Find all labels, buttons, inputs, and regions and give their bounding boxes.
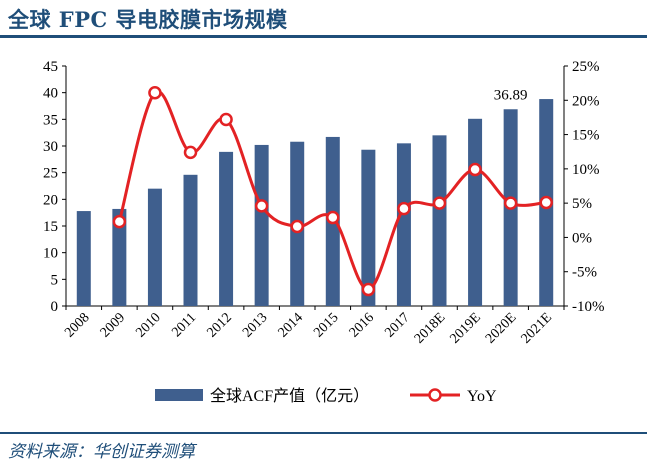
left-tick-label: 5 [51,272,59,288]
x-tick-label: 2016 [347,310,377,340]
x-tick-label: 2015 [311,310,341,340]
x-tick-label: 2010 [133,310,163,340]
bar [432,135,447,306]
bar [76,211,91,306]
source-note: 资料来源：华创证券测算 [8,442,195,462]
right-tick-label: 20% [572,93,600,109]
left-tick-label: 20 [43,192,58,208]
left-tick-label: 45 [43,59,58,75]
axis-labels: 0 5 10 15 20 25 30 35 40 45 -10% -5% 0% 5% 10% 15% 20% 25… [43,59,605,347]
footer-divider [0,432,647,434]
bar [396,143,411,306]
legend-line-label: YoY [467,388,497,405]
yoy-point [219,112,233,127]
yoy-point [254,199,269,213]
right-tick-label: 5% [572,196,592,212]
bar [468,118,483,306]
right-tick-label: 25% [572,59,600,75]
left-tick-label: 0 [51,299,59,315]
right-tick-label: 15% [572,128,600,144]
legend-line-marker [428,388,442,402]
bar [112,208,127,306]
yoy-point [290,219,304,234]
yoy-point [539,195,553,210]
right-tick-label: 0% [572,230,592,246]
x-tick-label: 2014 [276,310,306,340]
axes [62,65,568,310]
x-tick-label: 2012 [204,310,234,340]
left-tick-label: 10 [43,246,58,262]
x-tick-label: 2021E [519,310,555,346]
yoy-point [148,85,162,100]
yoy-point [468,162,482,177]
x-tick-label: 2017 [382,310,412,340]
yoy-point [326,210,340,225]
yoy-point [361,282,376,297]
left-tick-label: 35 [43,112,58,128]
x-tick-label: 2009 [98,310,128,340]
yoy-point [432,196,447,210]
bar-series [76,99,554,307]
bar [219,151,234,306]
legend: 全球ACF产值（亿元） YoY [155,387,497,405]
left-tick-label: 25 [43,166,58,182]
right-tick-label: 10% [572,162,600,178]
bar [254,144,269,306]
yoy-point [503,196,518,210]
yoy-series [112,85,553,297]
page-title: 全球 FPC 导电胶膜市场规模 [8,7,288,32]
x-tick-label: 2019E [447,310,483,346]
bar [183,174,198,306]
x-tick-label: 2018E [412,310,448,346]
yoy-point [112,214,127,229]
x-tick-label: 2011 [169,310,199,340]
left-tick-label: 40 [43,86,58,102]
title-divider [0,35,647,38]
x-tick-label: 2020E [483,310,519,346]
data-label: 36.89 [494,87,528,103]
yoy-point [397,201,411,216]
x-tick-label: 2008 [62,310,92,340]
x-tick-label: 2013 [240,310,270,340]
yoy-point [183,145,198,160]
bar [361,149,376,306]
legend-bar-label: 全球ACF产值（亿元） [210,387,369,405]
left-tick-label: 30 [43,139,58,155]
bar [147,188,162,306]
right-tick-label: -10% [572,299,605,315]
right-tick-label: -5% [572,265,597,281]
left-tick-label: 15 [43,219,58,235]
legend-bar-swatch [155,389,203,401]
